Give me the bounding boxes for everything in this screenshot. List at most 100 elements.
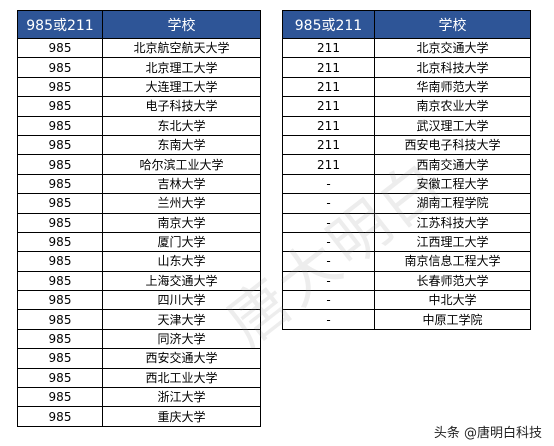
- table-row: 985 北京理工大学: [17, 57, 261, 78]
- table-row: 985 南京大学: [17, 212, 261, 233]
- school-cell: 重庆大学: [102, 406, 261, 427]
- type-cell: -: [282, 290, 375, 311]
- type-cell: 985: [17, 270, 103, 292]
- type-cell: 985: [17, 290, 103, 311]
- school-header: 学校: [374, 10, 531, 39]
- type-cell: 985: [17, 251, 103, 272]
- table-row: 211 北京科技大学: [282, 57, 531, 78]
- type-cell: 985: [17, 134, 103, 156]
- school-cell: 东北大学: [102, 115, 261, 136]
- header-row: 985或211 学校: [282, 10, 531, 39]
- school-cell: 西南交通大学: [374, 154, 531, 175]
- university-table-right: 985或211 学校 211 北京交通大学 211 北京科技大学 211 华南师范大学 21…: [282, 10, 531, 330]
- type-cell: 985: [17, 231, 103, 253]
- table-row: 985 天津大学: [17, 309, 261, 330]
- type-header: 985或211: [282, 10, 375, 39]
- table-row: 985 西安交通大学: [17, 348, 261, 369]
- type-cell: -: [282, 173, 375, 195]
- table-row: 985 吉林大学: [17, 173, 261, 195]
- type-cell: 985: [17, 328, 103, 350]
- type-cell: -: [282, 270, 375, 292]
- school-cell: 北京交通大学: [374, 37, 531, 59]
- school-cell: 大连理工大学: [102, 76, 261, 98]
- table-row: - 安徽工程大学: [282, 173, 531, 195]
- type-cell: -: [282, 251, 375, 272]
- school-cell: 安徽工程大学: [374, 173, 531, 195]
- table-row: 985 厦门大学: [17, 231, 261, 253]
- university-table-left: 985或211 学校 985 北京航空航天大学 985 北京理工大学 985 大连理工大学…: [17, 10, 261, 427]
- type-cell: -: [282, 212, 375, 233]
- header-row: 985或211 学校: [17, 10, 261, 39]
- table-row: 985 四川大学: [17, 290, 261, 311]
- table-row: 985 上海交通大学: [17, 270, 261, 292]
- school-cell: 南京大学: [102, 212, 261, 233]
- type-cell: 211: [282, 154, 375, 175]
- table-row: 211 南京农业大学: [282, 96, 531, 117]
- table-row: 985 同济大学: [17, 328, 261, 350]
- school-cell: 长春师范大学: [374, 270, 531, 292]
- table-row: 985 电子科技大学: [17, 96, 261, 117]
- table-row: 985 东南大学: [17, 134, 261, 156]
- table-row: 985 哈尔滨工业大学: [17, 154, 261, 175]
- table-row: 211 西南交通大学: [282, 154, 531, 175]
- type-cell: 211: [282, 37, 375, 59]
- table-row: 985 东北大学: [17, 115, 261, 136]
- table-row: 985 兰州大学: [17, 193, 261, 214]
- type-cell: 985: [17, 348, 103, 369]
- table-row: 985 大连理工大学: [17, 76, 261, 98]
- school-cell: 北京理工大学: [102, 57, 261, 78]
- type-cell: 985: [17, 37, 103, 59]
- school-cell: 中北大学: [374, 290, 531, 311]
- school-cell: 东南大学: [102, 134, 261, 156]
- school-cell: 中原工学院: [374, 309, 531, 330]
- school-cell: 北京航空航天大学: [102, 37, 261, 59]
- school-cell: 南京农业大学: [374, 96, 531, 117]
- school-cell: 同济大学: [102, 328, 261, 350]
- type-cell: -: [282, 193, 375, 214]
- type-cell: -: [282, 309, 375, 330]
- school-cell: 江西理工大学: [374, 231, 531, 253]
- school-cell: 北京科技大学: [374, 57, 531, 78]
- table-row: 211 武汉理工大学: [282, 115, 531, 136]
- type-cell: 985: [17, 57, 103, 78]
- type-cell: 985: [17, 367, 103, 389]
- table-row: - 湖南工程学院: [282, 193, 531, 214]
- table-row: 985 山东大学: [17, 251, 261, 272]
- type-cell: 211: [282, 96, 375, 117]
- table-row: 211 西安电子科技大学: [282, 134, 531, 156]
- type-cell: 211: [282, 76, 375, 98]
- table-body: 985 北京航空航天大学 985 北京理工大学 985 大连理工大学 985 电子科技大学 98…: [17, 37, 261, 427]
- table-row: - 江西理工大学: [282, 231, 531, 253]
- school-cell: 哈尔滨工业大学: [102, 154, 261, 175]
- school-cell: 电子科技大学: [102, 96, 261, 117]
- type-cell: 985: [17, 212, 103, 233]
- school-cell: 上海交通大学: [102, 270, 261, 292]
- table-row: 985 西北工业大学: [17, 367, 261, 389]
- table-row: 985 浙江大学: [17, 387, 261, 408]
- type-cell: 985: [17, 173, 103, 195]
- type-cell: 985: [17, 309, 103, 330]
- type-cell: -: [282, 231, 375, 253]
- school-cell: 天津大学: [102, 309, 261, 330]
- school-cell: 兰州大学: [102, 193, 261, 214]
- school-cell: 四川大学: [102, 290, 261, 311]
- type-cell: 985: [17, 193, 103, 214]
- table-row: - 中北大学: [282, 290, 531, 311]
- type-cell: 211: [282, 134, 375, 156]
- school-cell: 吉林大学: [102, 173, 261, 195]
- type-cell: 211: [282, 57, 375, 78]
- table-row: - 南京信息工程大学: [282, 251, 531, 272]
- table-row: - 长春师范大学: [282, 270, 531, 292]
- type-cell: 985: [17, 154, 103, 175]
- type-cell: 985: [17, 115, 103, 136]
- school-cell: 西安电子科技大学: [374, 134, 531, 156]
- school-cell: 山东大学: [102, 251, 261, 272]
- school-cell: 湖南工程学院: [374, 193, 531, 214]
- school-cell: 厦门大学: [102, 231, 261, 253]
- source-credit: 头条 @唐明白科技: [433, 426, 542, 441]
- school-cell: 西安交通大学: [102, 348, 261, 369]
- table-row: 211 北京交通大学: [282, 37, 531, 59]
- school-header: 学校: [102, 10, 261, 39]
- school-cell: 江苏科技大学: [374, 212, 531, 233]
- school-cell: 南京信息工程大学: [374, 251, 531, 272]
